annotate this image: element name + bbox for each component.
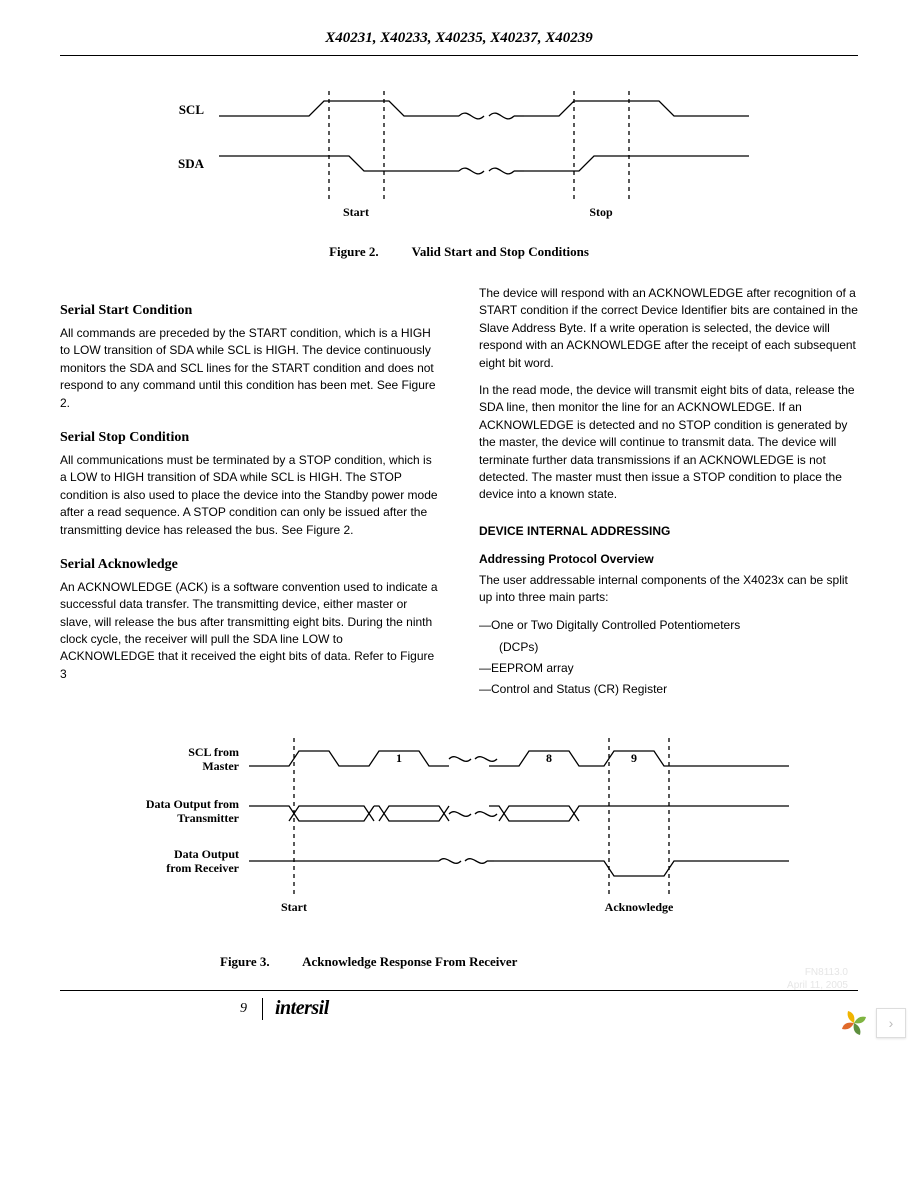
figure-3-title: Acknowledge Response From Receiver [302,954,517,969]
clk-9: 9 [631,751,637,765]
clk-1: 1 [396,751,402,765]
para-components: The user addressable internal components… [479,572,858,607]
brand-logo-text: intersil [275,997,329,1020]
ack-label-f3: Acknowledge [605,900,674,914]
heading-stop-cond: Serial Stop Condition [60,430,439,446]
right-column: The device will respond with an ACKNOWLE… [479,285,858,701]
figure-2: SCL SDA Start Stop Figure 2. Valid Start… [60,86,858,260]
start-label: Start [343,205,369,219]
body-columns: Serial Start Condition All commands are … [60,285,858,701]
figure-2-caption: Figure 2. Valid Start and Stop Condition… [60,244,858,260]
nav-widget: › [840,1008,906,1038]
para-ack: An ACKNOWLEDGE (ACK) is a software conve… [60,579,439,683]
scl-label: SCL [179,102,205,117]
figure-3: SCL from Master Data Output from Transmi… [60,726,858,970]
tx-label-2: Transmitter [177,811,239,825]
scl-master-label-2: Master [202,759,239,773]
sda-label: SDA [178,156,205,171]
para-stop-cond: All communications must be terminated by… [60,452,439,539]
page-number: 9 [240,1001,247,1017]
list-item-dcp-cont: (DCPs) [499,638,858,657]
page-header: X40231, X40233, X40235, X40237, X40239 [60,30,858,56]
list-item-eeprom: —EEPROM array [479,659,858,678]
heading-start-cond: Serial Start Condition [60,303,439,319]
figure-2-title: Valid Start and Stop Conditions [412,244,589,259]
nav-logo-icon[interactable] [840,1009,868,1037]
list-item-cr: —Control and Status (CR) Register [479,680,858,699]
para-ack-resp: The device will respond with an ACKNOWLE… [479,285,858,372]
heading-device-internal: DEVICE INTERNAL ADDRESSING [479,524,858,538]
figure-3-svg: SCL from Master Data Output from Transmi… [89,726,829,946]
figure-2-num: Figure 2. [329,244,379,259]
rx-label-2: from Receiver [166,861,239,875]
start-label-f3: Start [281,900,307,914]
next-page-button[interactable]: › [876,1008,906,1038]
para-start-cond: All commands are preceded by the START c… [60,325,439,412]
stop-label: Stop [589,205,613,219]
doc-meta: FN8113.0 April 11, 2005 [787,966,848,992]
figure-3-caption: Figure 3. Acknowledge Response From Rece… [220,954,858,970]
chevron-right-icon: › [889,1015,894,1031]
page-footer: 9 intersil [60,991,858,1020]
list-item-dcp: —One or Two Digitally Controlled Potenti… [479,616,858,635]
doc-date: April 11, 2005 [787,979,848,992]
rx-label-1: Data Output [174,847,239,861]
tx-label-1: Data Output from [146,797,239,811]
scl-master-label-1: SCL from [188,745,239,759]
footer-divider [262,998,263,1020]
figure-2-svg: SCL SDA Start Stop [129,86,789,236]
clk-8: 8 [546,751,552,765]
heading-protocol-overview: Addressing Protocol Overview [479,552,858,566]
para-read-mode: In the read mode, the device will transm… [479,382,858,504]
figure-3-num: Figure 3. [220,954,270,969]
left-column: Serial Start Condition All commands are … [60,285,439,701]
doc-rev: FN8113.0 [787,966,848,979]
heading-ack: Serial Acknowledge [60,557,439,573]
